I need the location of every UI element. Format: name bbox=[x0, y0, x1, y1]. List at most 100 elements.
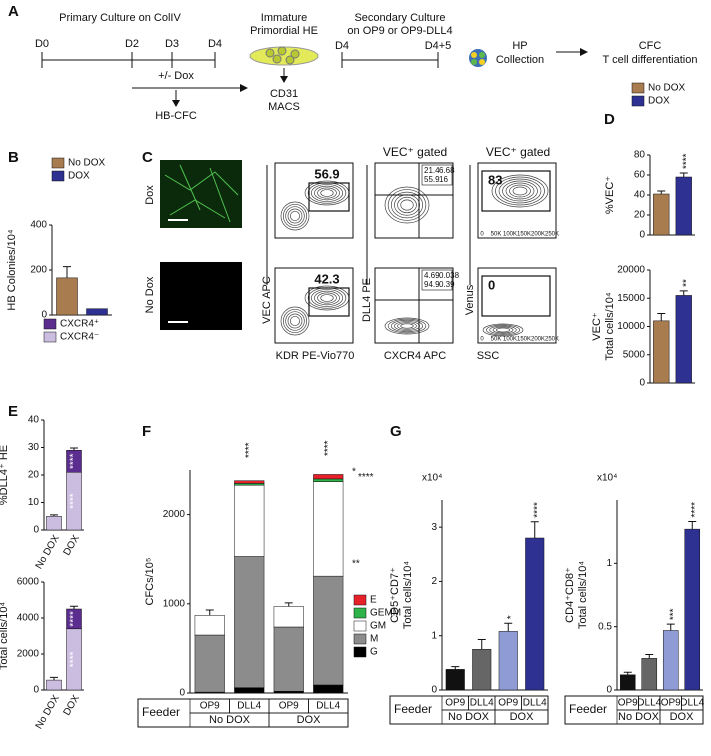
timeline-text: Immature bbox=[261, 12, 307, 24]
error-bar bbox=[530, 521, 539, 538]
quadrant-box bbox=[421, 269, 453, 291]
day: D4 bbox=[208, 38, 222, 50]
contour bbox=[289, 315, 301, 327]
panel-label: G bbox=[390, 423, 402, 440]
x-tick-label: DOX bbox=[62, 533, 83, 558]
significance: **** bbox=[681, 153, 692, 169]
error-bar bbox=[657, 313, 666, 321]
cell-cluster bbox=[249, 46, 319, 66]
bar-segment bbox=[46, 679, 62, 691]
contour bbox=[495, 176, 545, 206]
y-tick-label: 4000 bbox=[17, 613, 40, 624]
axis-title: CXCR4 APC bbox=[384, 350, 446, 362]
axis-multiplier: x10⁴ bbox=[422, 473, 442, 484]
y-axis-title: CD5⁺CD7⁺ bbox=[389, 567, 401, 623]
ssc-tick: 0 bbox=[480, 337, 484, 343]
error-bar bbox=[657, 190, 666, 194]
group-cell bbox=[494, 709, 549, 725]
bar bbox=[56, 277, 78, 316]
y-tick-label: 2000 bbox=[17, 649, 40, 660]
legend-label: No DOX bbox=[68, 158, 106, 169]
error-bar bbox=[679, 172, 688, 177]
gate-label: VEC⁺ gated bbox=[486, 145, 550, 159]
y-tick-label: 40 bbox=[28, 415, 40, 426]
bar-segment bbox=[273, 606, 304, 628]
timeline-text: HP bbox=[512, 40, 527, 52]
ssc-tick: 100K bbox=[503, 337, 517, 343]
ssc-tick: 200K bbox=[531, 337, 545, 343]
error-bar bbox=[284, 602, 293, 607]
legend-label: GEMM bbox=[370, 608, 401, 619]
error-bar bbox=[205, 609, 214, 616]
bar-segment bbox=[273, 690, 304, 694]
y-axis-title: Total cells/10⁴ bbox=[0, 602, 10, 671]
arrowhead bbox=[172, 100, 180, 107]
gate-value: 0 bbox=[488, 277, 495, 292]
contour bbox=[384, 317, 430, 335]
legend-label: DOX bbox=[68, 171, 90, 182]
legend-label: M bbox=[370, 634, 378, 645]
contour bbox=[491, 174, 549, 208]
bar-segment bbox=[234, 484, 265, 557]
y-tick-label: 5000 bbox=[623, 349, 646, 360]
contour bbox=[394, 321, 420, 331]
contour bbox=[495, 327, 511, 333]
gate bbox=[481, 275, 551, 317]
timeline-text: +/- Dox bbox=[158, 70, 194, 82]
y-tick-label: 3 bbox=[431, 522, 437, 533]
contour bbox=[320, 294, 334, 302]
timeline-text: MACS bbox=[268, 101, 300, 113]
y-tick-label: 0 bbox=[33, 685, 39, 696]
y-tick-label: 10000 bbox=[617, 321, 645, 332]
axis-title: DLL4 PE bbox=[361, 278, 373, 322]
annotation: **** bbox=[323, 440, 334, 456]
timeline-text: Secondary Culture bbox=[354, 12, 445, 24]
contour bbox=[282, 308, 308, 334]
y-tick-label: 0 bbox=[41, 310, 47, 321]
bar-segment bbox=[273, 626, 304, 692]
significance: **** bbox=[690, 502, 701, 518]
feeder-label: Feeder bbox=[394, 702, 432, 716]
panel-label: B bbox=[8, 149, 19, 166]
significance: **** bbox=[69, 611, 80, 627]
significance: ** bbox=[681, 279, 692, 287]
bar bbox=[498, 631, 518, 691]
error-bar bbox=[688, 521, 697, 530]
error-bar bbox=[451, 666, 460, 670]
timeline-text: Primordial HE bbox=[250, 25, 318, 37]
x-tick-label: No DOX bbox=[34, 533, 62, 571]
group-label: No DOX bbox=[448, 711, 490, 723]
significance: * bbox=[506, 615, 517, 619]
bar-segment bbox=[46, 516, 62, 531]
feeder-label: Feeder bbox=[569, 702, 607, 716]
x-tick-label: DLL4 bbox=[680, 698, 704, 709]
contour bbox=[285, 206, 305, 226]
y-tick-label: 20 bbox=[28, 470, 40, 481]
contour bbox=[310, 184, 344, 202]
y-tick-label: 400 bbox=[30, 220, 47, 231]
y-tick-label: 0 bbox=[179, 688, 185, 699]
gate-value: 83 bbox=[488, 172, 502, 187]
microscopy-image bbox=[160, 160, 242, 228]
timeline-text: T cell differentiation bbox=[603, 54, 698, 66]
panel-label: C bbox=[142, 149, 153, 166]
axis-multiplier: x10⁴ bbox=[597, 473, 617, 484]
legend-swatch bbox=[353, 646, 367, 658]
ssc-tick: 150K bbox=[517, 232, 531, 238]
axis-title: Venus bbox=[464, 284, 476, 315]
row-label: Dox bbox=[144, 185, 156, 205]
group-label: DOX bbox=[670, 711, 695, 723]
quadrant-box bbox=[421, 164, 453, 186]
y-tick-label: 0 bbox=[431, 685, 437, 696]
contour bbox=[285, 311, 305, 331]
timeline-text: Collection bbox=[496, 54, 544, 66]
y-tick-label: 200 bbox=[30, 265, 47, 276]
contour bbox=[280, 201, 310, 231]
contour bbox=[390, 191, 424, 219]
error-bar bbox=[504, 622, 513, 632]
contour bbox=[397, 196, 417, 214]
y-tick-label: 20000 bbox=[617, 265, 645, 276]
legend-label: E bbox=[370, 595, 377, 606]
quadrant-value: 16 bbox=[439, 175, 448, 184]
